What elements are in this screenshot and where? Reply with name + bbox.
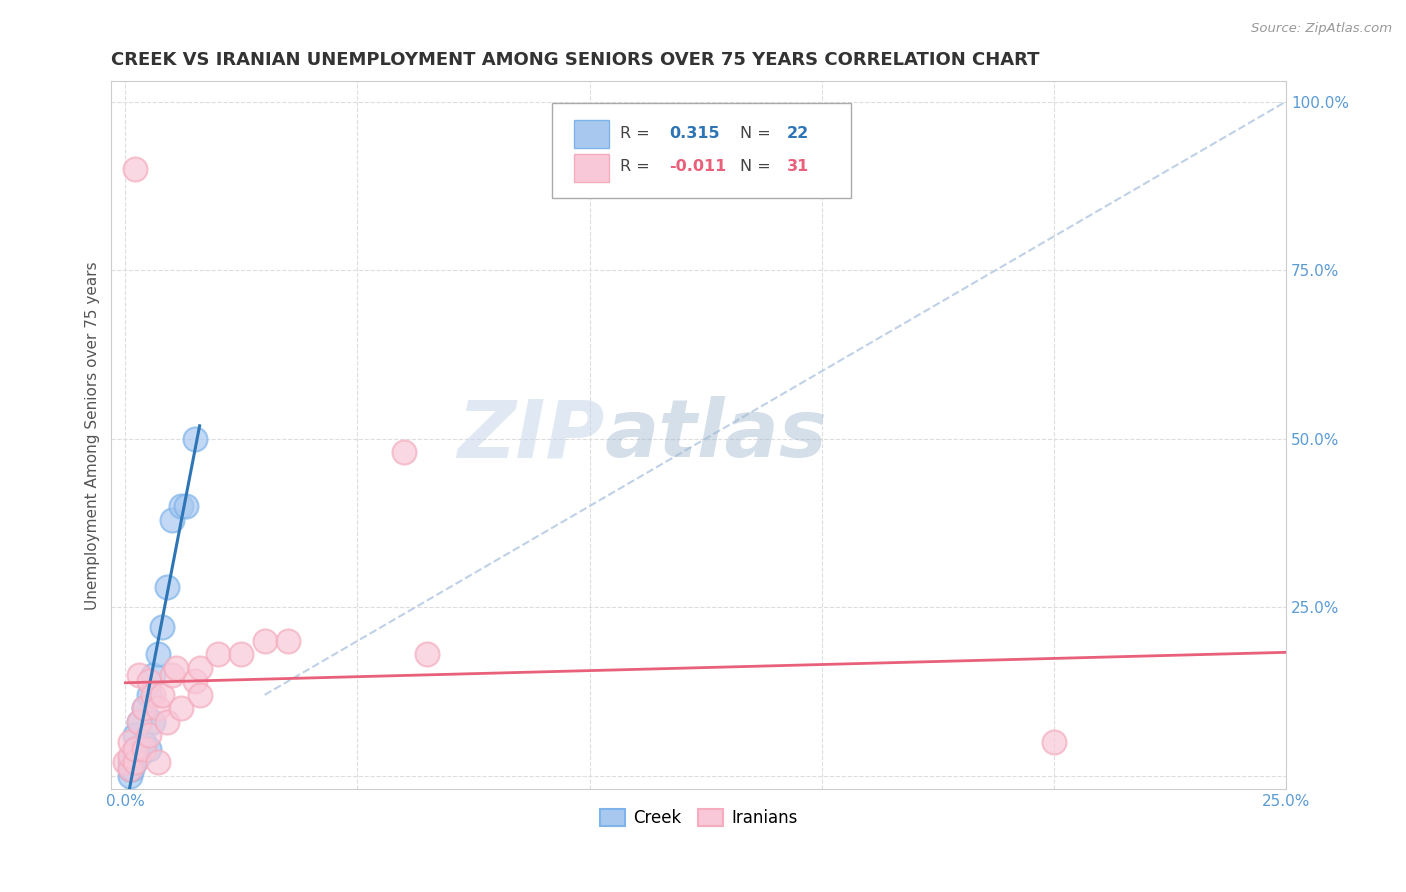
Point	[1043, 735, 1066, 749]
Point	[253, 634, 276, 648]
Text: R =: R =	[620, 160, 650, 175]
Point	[142, 714, 165, 729]
FancyBboxPatch shape	[574, 153, 609, 182]
Point	[170, 499, 193, 513]
Text: atlas: atlas	[605, 396, 828, 475]
Point	[124, 741, 146, 756]
Point	[118, 762, 141, 776]
Point	[138, 741, 160, 756]
Point	[188, 661, 211, 675]
Text: 31: 31	[787, 160, 808, 175]
FancyBboxPatch shape	[574, 120, 609, 148]
Point	[146, 756, 169, 770]
Point	[132, 701, 155, 715]
Point	[174, 499, 197, 513]
Point	[138, 728, 160, 742]
Point	[184, 674, 207, 689]
Text: N =: N =	[740, 126, 770, 141]
Point	[118, 735, 141, 749]
Point	[156, 714, 179, 729]
Point	[128, 748, 150, 763]
Text: N =: N =	[740, 160, 770, 175]
Point	[277, 634, 299, 648]
Point	[124, 161, 146, 176]
Point	[184, 432, 207, 446]
Point	[118, 756, 141, 770]
Point	[165, 661, 187, 675]
Point	[138, 674, 160, 689]
Point	[152, 688, 174, 702]
Text: R =: R =	[620, 126, 650, 141]
FancyBboxPatch shape	[553, 103, 852, 198]
Point	[138, 688, 160, 702]
Text: 0.315: 0.315	[669, 126, 720, 141]
Point	[128, 714, 150, 729]
Point	[128, 667, 150, 681]
Point	[124, 756, 146, 770]
Text: CREEK VS IRANIAN UNEMPLOYMENT AMONG SENIORS OVER 75 YEARS CORRELATION CHART: CREEK VS IRANIAN UNEMPLOYMENT AMONG SENI…	[111, 51, 1040, 69]
Point	[146, 648, 169, 662]
Y-axis label: Unemployment Among Seniors over 75 years: Unemployment Among Seniors over 75 years	[86, 261, 100, 609]
Point	[152, 620, 174, 634]
Text: ZIP: ZIP	[457, 396, 605, 475]
Point	[124, 728, 146, 742]
Point	[392, 445, 415, 459]
Point	[121, 762, 143, 776]
Point	[114, 756, 136, 770]
Point	[231, 648, 253, 662]
Point	[118, 769, 141, 783]
Point	[142, 667, 165, 681]
Point	[188, 688, 211, 702]
Point	[118, 762, 141, 776]
Point	[142, 688, 165, 702]
Point	[124, 756, 146, 770]
Text: -0.011: -0.011	[669, 160, 727, 175]
Point	[160, 512, 183, 526]
Legend: Creek, Iranians: Creek, Iranians	[593, 803, 804, 834]
Point	[132, 741, 155, 756]
Point	[160, 667, 183, 681]
Text: 22: 22	[787, 126, 808, 141]
Point	[124, 741, 146, 756]
Point	[416, 648, 439, 662]
Point	[118, 748, 141, 763]
Point	[156, 580, 179, 594]
Point	[132, 735, 155, 749]
Text: Source: ZipAtlas.com: Source: ZipAtlas.com	[1251, 22, 1392, 36]
Point	[146, 701, 169, 715]
Point	[132, 701, 155, 715]
Point	[170, 701, 193, 715]
Point	[207, 648, 229, 662]
Point	[128, 714, 150, 729]
